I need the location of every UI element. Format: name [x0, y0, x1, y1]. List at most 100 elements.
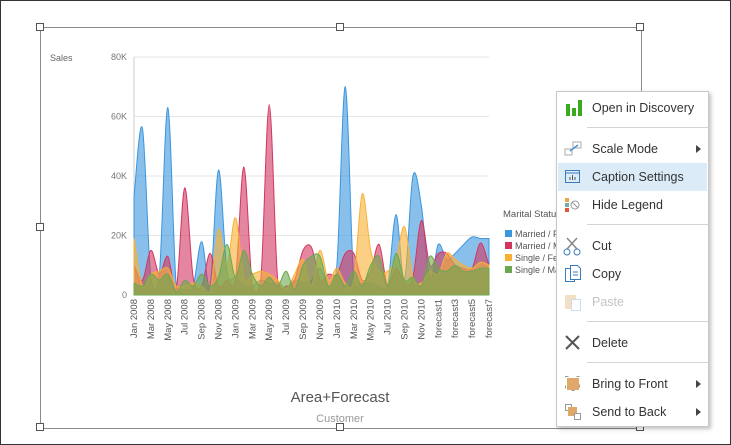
- data-point: [471, 271, 472, 272]
- data-point: [243, 166, 244, 167]
- data-point: [235, 277, 236, 278]
- x-axis-label: Customer: [316, 413, 364, 425]
- data-point: [488, 268, 489, 269]
- legend-item[interactable]: Single / Male: [515, 265, 567, 275]
- data-point: [193, 283, 194, 284]
- x-tick-label: Nov 2010: [416, 299, 427, 340]
- caption-icon: [563, 167, 583, 187]
- menu-item-caption-settings[interactable]: Caption Settings: [558, 163, 707, 191]
- resize-handle-w[interactable]: [36, 223, 44, 231]
- data-point: [404, 226, 405, 227]
- data-point: [336, 265, 337, 266]
- y-axis-label: Sales: [50, 53, 73, 63]
- data-point: [488, 265, 489, 266]
- data-point: [184, 280, 185, 281]
- series-area-3: [133, 243, 490, 296]
- data-point: [345, 285, 346, 286]
- data-point: [302, 265, 303, 266]
- data-point: [480, 262, 481, 263]
- data-point: [311, 247, 312, 248]
- data-point: [421, 205, 422, 206]
- resize-handle-s[interactable]: [336, 423, 344, 431]
- menu-item-copy[interactable]: Copy: [558, 260, 707, 288]
- menu-item-bring-to-front[interactable]: Bring to Front: [558, 370, 707, 398]
- data-point: [235, 217, 236, 218]
- data-point: [328, 280, 329, 281]
- data-point: [218, 277, 219, 278]
- data-point: [226, 244, 227, 245]
- data-point: [446, 253, 447, 254]
- data-point: [395, 214, 396, 215]
- x-tick-label: forecast7: [484, 299, 495, 338]
- x-tick-label: Mar 2008: [146, 299, 157, 339]
- data-point: [193, 277, 194, 278]
- data-point: [421, 220, 422, 221]
- data-point: [176, 285, 177, 286]
- data-point: [269, 104, 270, 105]
- data-point: [260, 285, 261, 286]
- data-point: [480, 238, 481, 239]
- data-point: [133, 283, 134, 284]
- resize-handle-ne[interactable]: [636, 23, 644, 31]
- menu-separator: [587, 321, 708, 322]
- menu-item-open-in-discovery[interactable]: Open in Discovery: [558, 94, 707, 122]
- x-tick-label: Sep 2009: [298, 299, 309, 340]
- menu-item-hide-legend[interactable]: Hide Legend: [558, 191, 707, 219]
- legend-item[interactable]: Single / Female: [515, 253, 578, 263]
- legend-title: Marital Status: [503, 209, 561, 220]
- data-point: [379, 244, 380, 245]
- data-point: [412, 277, 413, 278]
- menu-item-delete[interactable]: Delete: [558, 329, 707, 357]
- data-point: [294, 274, 295, 275]
- x-tick-label: Jul 2010: [383, 299, 394, 335]
- legend-item[interactable]: Married / Male: [515, 241, 573, 251]
- data-point: [471, 268, 472, 269]
- data-point: [201, 241, 202, 242]
- data-point: [176, 291, 177, 292]
- resize-handle-sw[interactable]: [36, 423, 44, 431]
- data-point: [243, 250, 244, 251]
- x-tick-label: Sep 2010: [399, 299, 410, 340]
- resize-handle-n[interactable]: [336, 23, 344, 31]
- data-point: [336, 274, 337, 275]
- menu-item-cut[interactable]: Cut: [558, 232, 707, 260]
- x-tick-label: Jan 2009: [230, 299, 241, 338]
- data-point: [269, 274, 270, 275]
- menu-item-paste[interactable]: Paste: [558, 288, 707, 316]
- copy-icon: [563, 264, 583, 284]
- data-point: [353, 253, 354, 254]
- data-point: [302, 259, 303, 260]
- data-point: [302, 250, 303, 251]
- context-menu: Open in Discovery Scale Mode Caption Set…: [556, 91, 709, 427]
- data-point: [269, 277, 270, 278]
- menu-item-send-to-back[interactable]: Send to Back: [558, 398, 707, 426]
- data-point: [201, 274, 202, 275]
- delete-icon: [563, 333, 583, 353]
- data-point: [353, 271, 354, 272]
- data-point: [480, 268, 481, 269]
- data-point: [260, 271, 261, 272]
- data-point: [370, 265, 371, 266]
- data-point: [345, 86, 346, 87]
- data-point: [438, 253, 439, 254]
- x-tick-label: forecast5: [467, 299, 478, 338]
- x-tick-label: Jul 2009: [281, 299, 292, 335]
- y-tick-label: 80K: [111, 52, 127, 62]
- data-point: [336, 268, 337, 269]
- data-point: [463, 265, 464, 266]
- x-tick-label: Mar 2010: [349, 299, 360, 339]
- hide-legend-icon: [563, 195, 583, 215]
- bar-chart-icon: [563, 98, 583, 118]
- data-point: [133, 238, 134, 239]
- data-point: [412, 175, 413, 176]
- paste-icon: [563, 292, 583, 312]
- data-point: [395, 253, 396, 254]
- chart-title: Area+Forecast: [291, 389, 391, 406]
- legend-item[interactable]: Married / Female: [515, 229, 583, 239]
- data-point: [345, 253, 346, 254]
- data-point: [345, 283, 346, 284]
- legend-swatch: [505, 266, 512, 273]
- resize-handle-nw[interactable]: [36, 23, 44, 31]
- data-point: [311, 256, 312, 257]
- menu-item-scale-mode[interactable]: Scale Mode: [558, 135, 707, 163]
